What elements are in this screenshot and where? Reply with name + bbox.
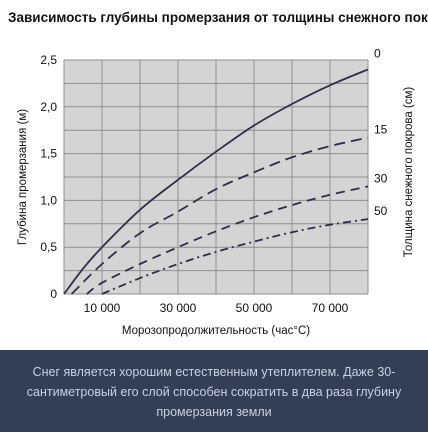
series-label-50: 50 <box>374 204 388 218</box>
series-label-30: 30 <box>374 171 388 185</box>
y-tick-label: 1,5 <box>40 147 57 161</box>
chart-title: Зависимость глубины промерзания от толщи… <box>8 10 428 25</box>
series-label-15: 15 <box>374 123 388 137</box>
series-labels: 0 15 30 50 <box>374 46 388 218</box>
y2-axis-label: Толщина снежного покрова (см) <box>403 87 415 258</box>
y-tick-label: 2,5 <box>40 53 57 67</box>
y-tick-label: 2,0 <box>40 100 57 114</box>
x-tick-label: 50 000 <box>236 301 273 315</box>
chart-figure: Зависимость глубины промерзания от толщи… <box>8 10 428 337</box>
chart-svg: Зависимость глубины промерзания от толщи… <box>8 10 428 337</box>
series-label-0: 0 <box>374 46 381 60</box>
y-tick-label: 0 <box>50 287 57 301</box>
y-tick-label: 1,0 <box>40 193 57 207</box>
x-tick-label: 70 000 <box>312 301 349 315</box>
series-lines <box>63 68 369 295</box>
x-axis-label: Морозопродолжительность (час°С) <box>122 325 310 337</box>
grid <box>63 59 369 295</box>
series-line-15 <box>70 136 369 295</box>
x-tick-labels: 10 000 30 000 50 000 70 000 <box>84 301 349 315</box>
y-tick-label: 0,5 <box>40 240 57 254</box>
y-tick-labels: 0 0,5 1,0 1,5 2,0 2,5 <box>40 53 57 301</box>
x-tick-label: 10 000 <box>84 301 121 315</box>
y-axis-label: Глубина промерзания (м) <box>17 109 29 245</box>
caption: Снег является хорошим естественным утепл… <box>0 350 428 432</box>
series-line-50 <box>101 218 369 295</box>
x-tick-label: 30 000 <box>160 301 197 315</box>
series-line-0 <box>63 68 369 295</box>
